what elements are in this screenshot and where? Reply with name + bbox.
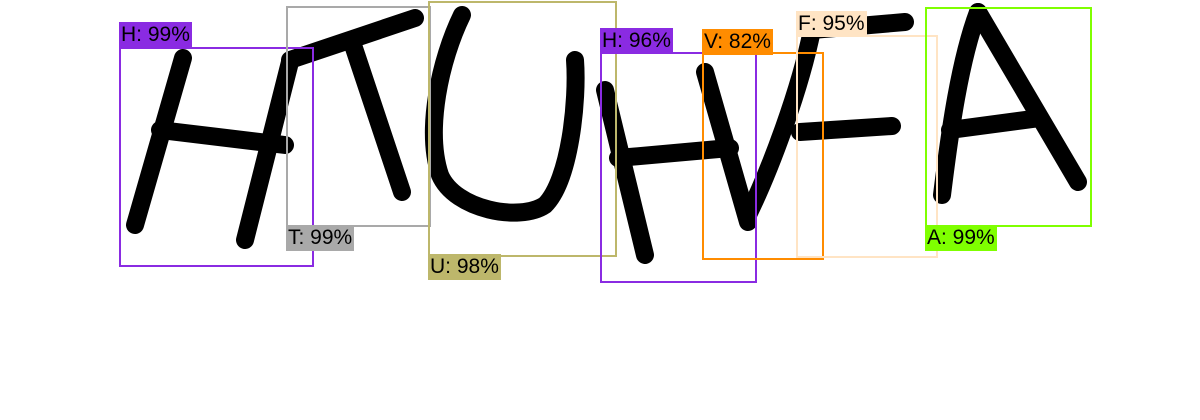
detection-box-t — [286, 6, 431, 227]
detection-label-h-1: H: 99% — [119, 22, 192, 48]
detection-label-v: V: 82% — [702, 29, 773, 55]
detection-box-u — [428, 1, 617, 257]
detection-label-t: T: 99% — [286, 225, 354, 251]
detection-box-f — [796, 35, 938, 258]
detection-box-a — [925, 7, 1092, 227]
detection-label-u: U: 98% — [428, 254, 501, 280]
detection-label-a: A: 99% — [925, 225, 997, 251]
detection-box-h-1 — [119, 47, 314, 267]
detection-label-f: F: 95% — [796, 11, 867, 37]
detection-label-h-2: H: 96% — [600, 28, 673, 54]
